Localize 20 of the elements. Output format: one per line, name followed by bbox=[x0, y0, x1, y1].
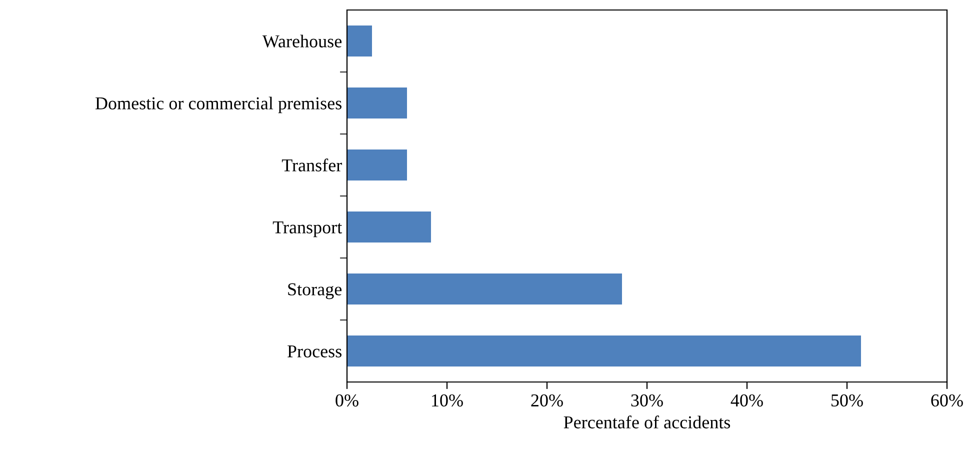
bar bbox=[347, 336, 861, 366]
x-tick-label: 10% bbox=[432, 394, 463, 407]
bar bbox=[347, 274, 622, 304]
x-tick-label: 30% bbox=[631, 394, 663, 407]
y-tick-label: Storage bbox=[288, 283, 342, 300]
y-tick-label: Domestic or commercial premises bbox=[95, 96, 342, 114]
x-tick-label: 0% bbox=[336, 394, 358, 407]
bar bbox=[347, 150, 407, 180]
x-tick-label: 50% bbox=[832, 394, 863, 407]
y-tick-label: Transfer bbox=[282, 158, 342, 172]
y-tick-label: Warehouse bbox=[262, 34, 342, 48]
x-axis-title: Percentafe of accidents bbox=[564, 416, 730, 428]
x-tick-label: 60% bbox=[931, 394, 963, 407]
bar bbox=[347, 26, 372, 56]
x-tick-label: 40% bbox=[730, 394, 763, 407]
bar bbox=[347, 212, 431, 242]
y-tick-label: Transport bbox=[272, 221, 342, 238]
y-tick-label: Process bbox=[287, 345, 342, 358]
bar bbox=[347, 88, 407, 118]
x-tick-label: 20% bbox=[531, 394, 563, 407]
